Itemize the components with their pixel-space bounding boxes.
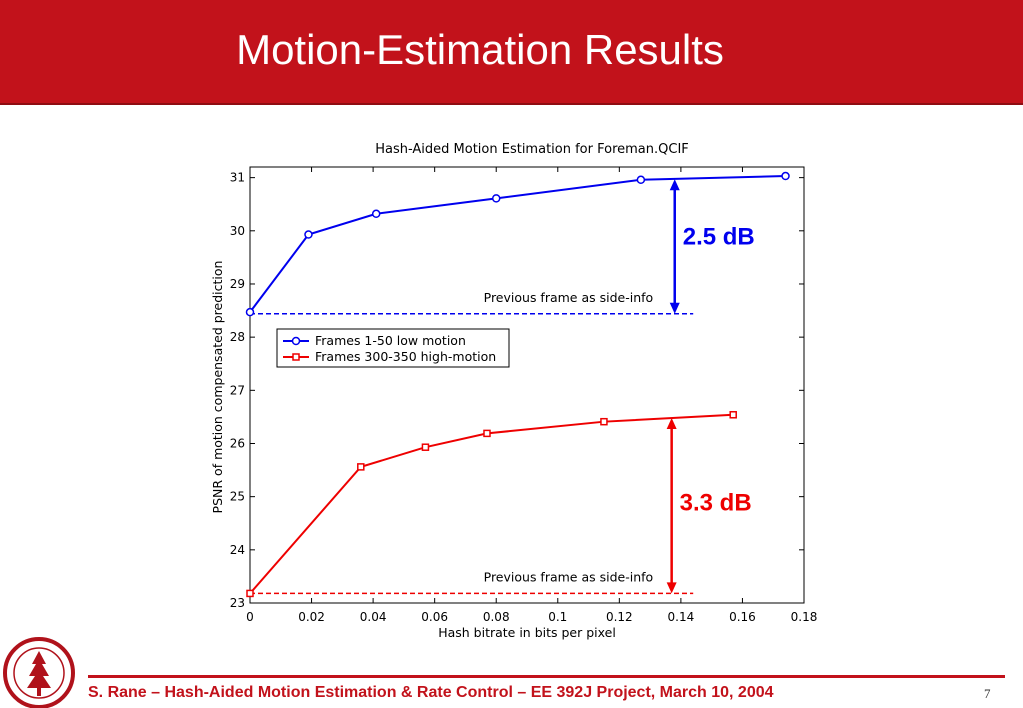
x-tick-label: 0 — [246, 610, 254, 624]
y-tick-label: 30 — [230, 224, 245, 238]
x-tick-label: 0.16 — [729, 610, 756, 624]
chart-title: Hash-Aided Motion Estimation for Foreman… — [375, 142, 689, 157]
data-point — [491, 194, 501, 203]
x-tick-label: 0.12 — [606, 610, 633, 624]
x-tick-label: 0.04 — [360, 610, 387, 624]
data-point — [246, 589, 254, 598]
y-tick-label: 28 — [230, 330, 245, 344]
page-number: 7 — [984, 686, 991, 701]
legend-swatch-marker — [292, 353, 300, 361]
y-tick-label: 24 — [230, 543, 245, 557]
y-tick-label: 27 — [230, 383, 245, 397]
title-bar: Motion-Estimation Results — [0, 0, 1023, 105]
data-point — [371, 209, 381, 219]
x-tick-label: 0.02 — [298, 610, 325, 624]
slide-title: Motion-Estimation Results — [236, 26, 724, 73]
footer-citation: S. Rane – Hash-Aided Motion Estimation &… — [88, 684, 774, 701]
plot-area — [249, 166, 805, 604]
x-tick-label: 0.06 — [421, 610, 448, 624]
legend-entry: Frames 1-50 low motion — [315, 333, 466, 348]
x-axis-label: Hash bitrate in bits per pixel — [438, 625, 616, 640]
legend-box — [276, 328, 510, 368]
data-point — [483, 429, 491, 438]
footer-divider — [88, 675, 1005, 678]
data-point — [781, 171, 790, 181]
data-point — [729, 411, 737, 419]
gain-label: 2.5 dB — [683, 223, 755, 250]
gain-arrowhead-down — [666, 582, 677, 594]
baseline-label: Previous frame as side-info — [484, 569, 654, 584]
y-axis-label: PSNR of motion compensated prediction — [210, 261, 225, 514]
series-line — [249, 175, 786, 313]
y-tick-label: 23 — [230, 596, 245, 610]
x-tick-label: 0.08 — [483, 610, 510, 624]
series-line — [249, 413, 734, 595]
y-tick-label: 31 — [230, 171, 245, 185]
data-point — [600, 417, 608, 426]
gain-label: 3.3 dB — [680, 489, 752, 516]
data-point — [245, 307, 255, 317]
y-tick-label: 25 — [230, 490, 245, 504]
data-point — [357, 463, 365, 471]
x-tick-label: 0.14 — [668, 610, 695, 624]
y-tick-label: 26 — [230, 436, 245, 450]
baseline-label: Previous frame as side-info — [484, 290, 654, 305]
legend-entry: Frames 300-350 high-motion — [315, 349, 496, 364]
gain-arrowhead-up — [666, 417, 677, 429]
data-point — [421, 443, 430, 451]
data-point — [304, 230, 313, 239]
gain-arrowhead-up — [669, 179, 680, 191]
x-tick-label: 0.18 — [791, 610, 818, 624]
x-tick-label: 0.1 — [548, 610, 567, 624]
y-tick-label: 29 — [230, 277, 245, 291]
data-point — [636, 175, 646, 185]
legend-swatch-marker — [291, 336, 301, 346]
stanford-seal-icon — [3, 637, 75, 708]
gain-arrowhead-down — [669, 302, 680, 314]
